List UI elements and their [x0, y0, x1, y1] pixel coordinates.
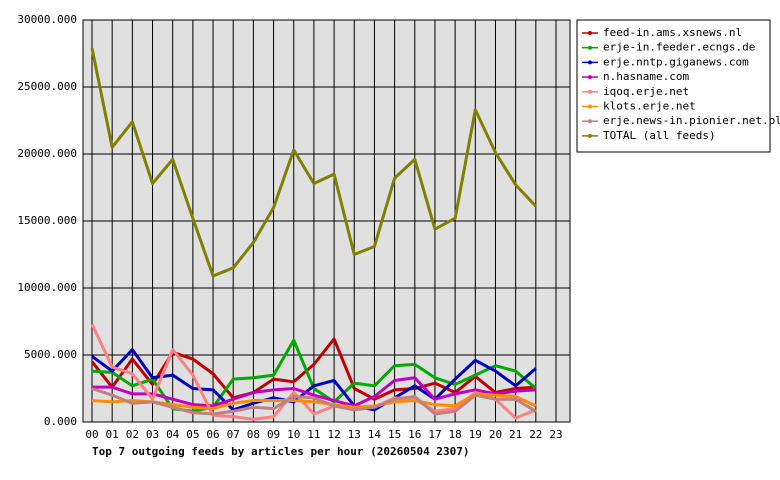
x-tick-label: 07 [227, 428, 240, 441]
legend-label: erje-in.feeder.ecngs.de [603, 41, 755, 54]
series-line [92, 376, 536, 408]
y-tick-label: 30000.000 [17, 13, 77, 26]
legend-dot [588, 119, 592, 124]
legend-label: feed-in.ams.xsnews.nl [603, 26, 742, 39]
x-tick-label: 08 [247, 428, 260, 441]
x-tick-label: 21 [509, 428, 522, 441]
x-tick-label: 15 [388, 428, 401, 441]
legend-dot [588, 133, 592, 138]
legend-label: klots.erje.net [603, 100, 696, 113]
legend-box [576, 19, 771, 153]
x-tick-label: 09 [267, 428, 280, 441]
x-tick-label: 16 [408, 428, 421, 441]
y-tick-label: 10000.000 [17, 281, 77, 294]
x-tick-label: 10 [287, 428, 300, 441]
x-tick-label: 23 [549, 428, 562, 441]
x-tick-label: 19 [469, 428, 482, 441]
x-tick-label: 22 [529, 428, 542, 441]
y-tick-label: 5000.000 [24, 348, 77, 361]
legend-label: erje.nntp.giganews.com [603, 55, 749, 68]
x-tick-label: 01 [106, 428, 119, 441]
legend-dot [588, 104, 592, 109]
y-tick-label: 15000.000 [17, 214, 77, 227]
x-tick-label: 20 [489, 428, 502, 441]
x-tick-label: 05 [186, 428, 199, 441]
series-line [91, 387, 537, 416]
series-line [90, 47, 537, 278]
series-line [91, 392, 537, 411]
chart-title: Top 7 outgoing feeds by articles per hou… [92, 445, 470, 458]
legend-dot [588, 75, 592, 80]
legend-label: erje.news-in.pionier.net.pl [603, 114, 780, 127]
x-tick-label: 11 [307, 428, 320, 441]
legend-dot [588, 60, 592, 65]
legend-label: TOTAL (all feeds) [603, 129, 716, 142]
y-tick-label: 20000.000 [17, 147, 77, 160]
series-line [91, 348, 537, 412]
x-tick-label: 12 [327, 428, 340, 441]
y-tick-label: 25000.000 [17, 80, 77, 93]
y-tick-label: 0.000 [44, 415, 77, 428]
x-tick-label: 02 [126, 428, 139, 441]
x-tick-label: 04 [166, 428, 180, 441]
legend-label: n.hasname.com [603, 70, 689, 83]
x-tick-label: 13 [348, 428, 361, 441]
x-tick-label: 06 [206, 428, 219, 441]
legend-dot [588, 31, 592, 35]
legend-dot [588, 45, 592, 50]
x-tick-label: 18 [449, 428, 462, 441]
legend-dot [588, 89, 592, 94]
x-tick-label: 03 [146, 428, 159, 441]
legend-label: iqoq.erje.net [603, 85, 689, 98]
x-tick-label: 17 [428, 428, 441, 441]
x-tick-label: 00 [85, 428, 98, 441]
x-tick-label: 14 [368, 428, 382, 441]
